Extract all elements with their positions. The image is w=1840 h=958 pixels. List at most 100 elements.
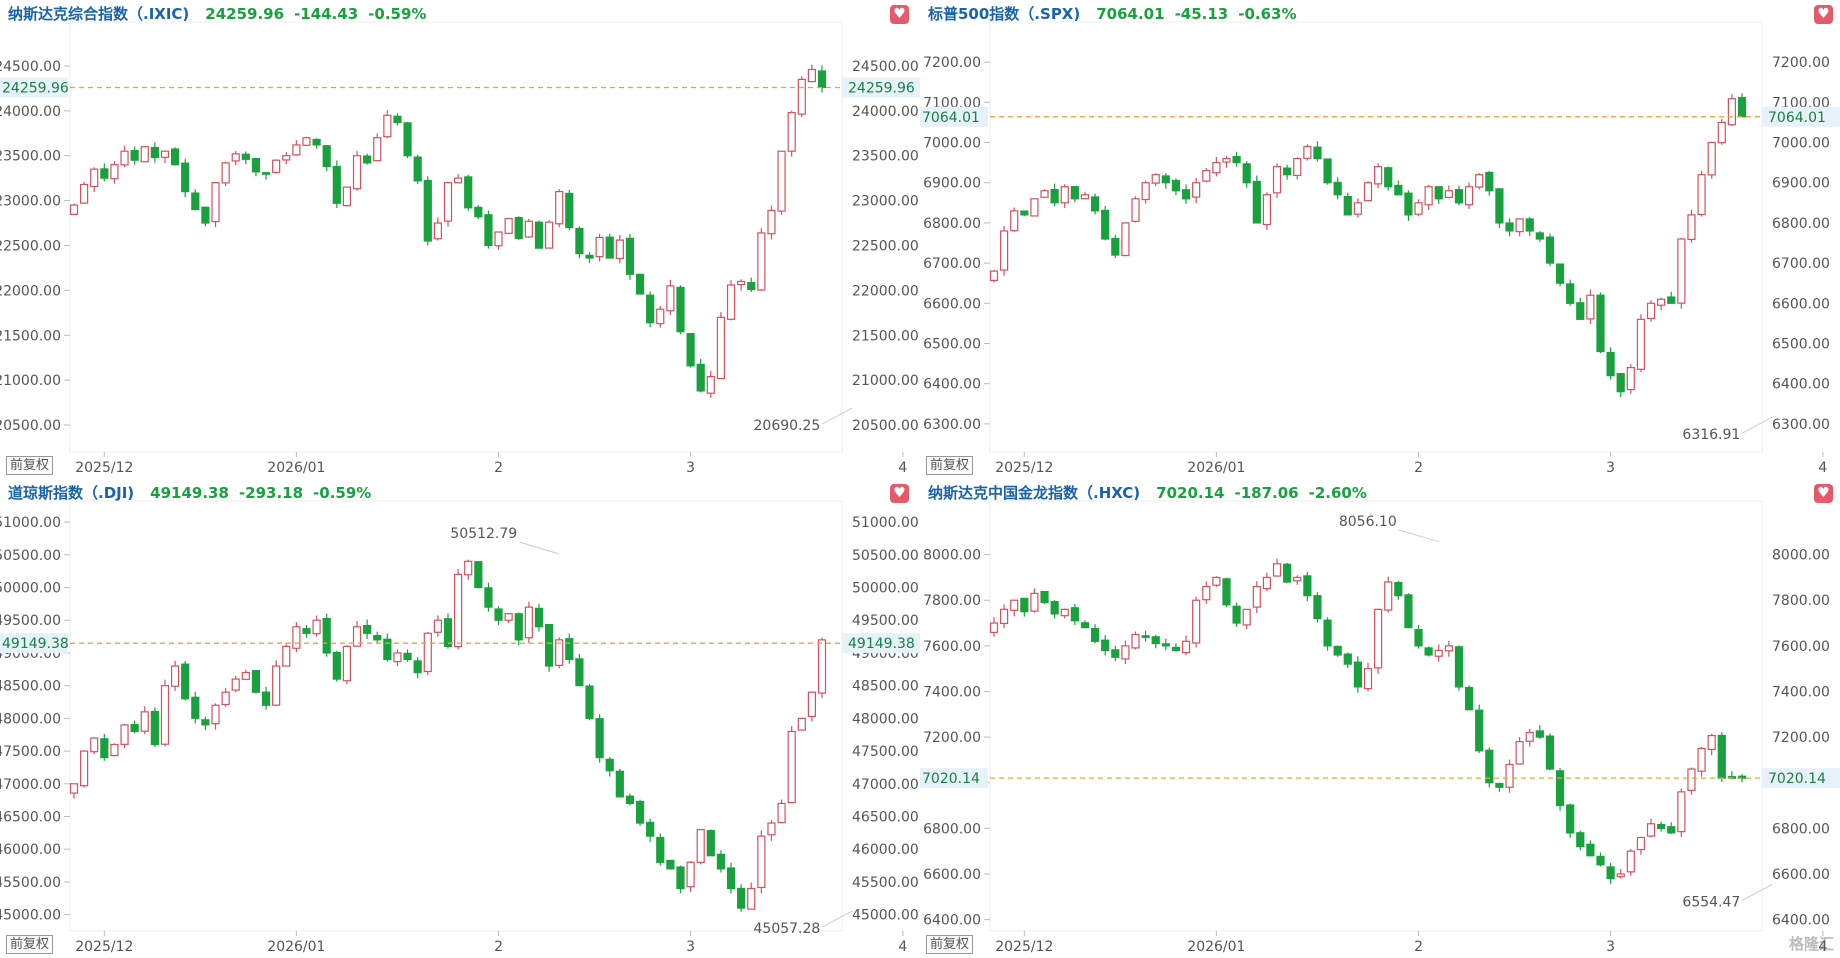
candle-body xyxy=(221,691,230,706)
candle-body xyxy=(1303,145,1312,159)
candle-body xyxy=(544,221,554,249)
plot-frame xyxy=(69,500,843,932)
candle-body xyxy=(666,285,675,312)
candle-body xyxy=(433,222,442,240)
candle-body xyxy=(181,663,190,700)
candle-body xyxy=(292,626,301,649)
candle-body xyxy=(1242,163,1251,184)
chart-title: 道琼斯指数（.DJI) xyxy=(8,484,135,502)
candle-body xyxy=(1606,866,1615,880)
candle-body xyxy=(1131,633,1140,649)
candle-body xyxy=(352,155,362,190)
candle-body xyxy=(403,122,412,157)
candle-body xyxy=(1454,646,1464,688)
candle-body xyxy=(494,231,503,247)
chart-panel-dji[interactable]: 道琼斯指数（.DJI) 49149.38 -293.18 -0.59% ♥ 前复权 5100… xyxy=(0,479,920,958)
candle-body xyxy=(1333,645,1342,656)
candle-body xyxy=(1586,843,1595,857)
current-price-box xyxy=(842,77,920,98)
candle-body xyxy=(383,638,392,661)
y-tick-label-right: 20500.00 xyxy=(852,418,919,434)
adjust-mode-button[interactable]: 前复权 xyxy=(6,456,54,475)
candle-body xyxy=(1090,628,1100,642)
y-tick-label-left: 7000.00 xyxy=(923,136,981,152)
candle-body xyxy=(1363,182,1373,202)
candle-body xyxy=(383,114,392,138)
candle-body xyxy=(231,678,240,691)
adjust-mode-button[interactable]: 前复权 xyxy=(6,935,54,954)
y-tick-label-right: 22500.00 xyxy=(852,238,919,254)
candle-body xyxy=(1444,645,1453,652)
y-tick-label-left: 22500.00 xyxy=(0,238,61,254)
favorite-heart-icon[interactable]: ♥ xyxy=(1814,5,1833,24)
y-tick-label-left: 7400.00 xyxy=(923,684,981,700)
candle-body xyxy=(1717,734,1726,779)
candle-body xyxy=(1181,189,1191,200)
y-tick-label-right: 6600.00 xyxy=(1772,867,1830,883)
chart-panel-hxc[interactable]: 纳斯达克中国金龙指数（.HXC) 7020.14 -187.06 -2.60% ♥ 前复权… xyxy=(920,479,1840,958)
candle-body xyxy=(1010,599,1019,611)
y-tick-label-left: 21000.00 xyxy=(0,373,61,389)
chart-panel-spx[interactable]: 标普500指数（.SPX) 7064.01 -45.13 -0.63% ♥ 前复权 7200… xyxy=(920,0,1840,479)
candle-body xyxy=(201,206,210,224)
candle-body xyxy=(686,333,695,367)
favorite-heart-icon[interactable]: ♥ xyxy=(890,484,909,503)
y-tick-label-left: 50500.00 xyxy=(0,548,61,564)
candle-body xyxy=(1313,146,1322,160)
candle-body xyxy=(524,220,533,238)
candle-body xyxy=(706,375,715,394)
candle-body xyxy=(140,711,149,732)
chart-panel-ixic[interactable]: 纳斯达克综合指数（.IXIC) 24259.96 -144.43 -0.59% ♥ 前复权… xyxy=(0,0,920,479)
y-tick-label-left: 6900.00 xyxy=(923,176,981,192)
candle-body xyxy=(1040,590,1049,604)
candle-body xyxy=(696,363,705,392)
current-price-box xyxy=(920,106,988,127)
candle-body xyxy=(747,887,756,910)
candle-body xyxy=(423,179,432,242)
candle-body xyxy=(1545,236,1555,264)
candle-body xyxy=(373,634,382,641)
candle-body xyxy=(1283,167,1292,176)
y-tick-label-right: 6400.00 xyxy=(1772,913,1830,929)
current-price-box xyxy=(1762,106,1840,127)
candle-body xyxy=(1414,202,1423,215)
candle-body xyxy=(1687,768,1696,791)
y-tick-label-left: 22000.00 xyxy=(0,283,61,299)
candle-body xyxy=(413,660,422,674)
x-tick-label: 2025/12 xyxy=(995,939,1053,955)
candle-body xyxy=(1626,850,1635,873)
y-tick-label-left: 47500.00 xyxy=(0,744,61,760)
candle-body xyxy=(656,836,665,863)
candle-body xyxy=(1424,647,1433,656)
candle-body xyxy=(1222,578,1231,606)
favorite-heart-icon[interactable]: ♥ xyxy=(890,5,909,24)
candle-body xyxy=(322,617,331,654)
x-tick-label: 2025/12 xyxy=(995,460,1053,476)
candle-body xyxy=(1707,734,1716,750)
y-tick-label-left: 48000.00 xyxy=(0,711,61,727)
candle-body xyxy=(1010,210,1019,232)
favorite-heart-icon[interactable]: ♥ xyxy=(1814,484,1833,503)
y-tick-label-right: 6400.00 xyxy=(1772,377,1830,393)
y-tick-label-left: 23000.00 xyxy=(0,194,61,210)
candle-body xyxy=(1434,649,1443,657)
chart-title: 标普500指数（.SPX) xyxy=(928,5,1081,23)
current-price-box xyxy=(1762,768,1840,789)
candle-body xyxy=(1505,763,1514,788)
candle-body xyxy=(211,704,220,725)
price-value: 7064.01 xyxy=(1096,5,1165,23)
adjust-mode-button[interactable]: 前复权 xyxy=(926,935,974,954)
candle-body xyxy=(1202,170,1211,182)
candle-body xyxy=(1192,599,1201,644)
candle-body xyxy=(1515,218,1524,233)
candle-body xyxy=(575,658,584,687)
x-tick-label: 2 xyxy=(494,460,503,476)
candle-body xyxy=(1475,174,1484,188)
y-tick-label-left: 6700.00 xyxy=(923,256,981,272)
y-tick-label-right: 8000.00 xyxy=(1772,548,1830,564)
y-tick-label-left: 7800.00 xyxy=(923,593,981,609)
candle-body xyxy=(595,236,604,258)
candle-body xyxy=(777,150,786,212)
adjust-mode-button[interactable]: 前复权 xyxy=(926,456,974,475)
candle-body xyxy=(1323,158,1332,184)
